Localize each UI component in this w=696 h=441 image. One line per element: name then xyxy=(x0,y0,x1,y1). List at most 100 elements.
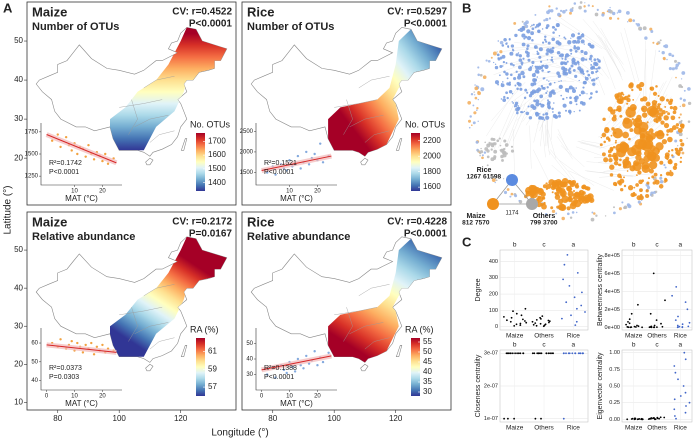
network-node xyxy=(520,70,525,76)
panel-label: B xyxy=(462,0,471,15)
network-node xyxy=(590,71,595,75)
network-node xyxy=(474,84,476,86)
network-node xyxy=(677,145,679,147)
network-node xyxy=(550,9,554,13)
cv-stat: CV: r=0.2172 xyxy=(172,217,232,228)
strip-point xyxy=(673,365,676,367)
network-node xyxy=(502,65,504,67)
inset-p: P=0.0303 xyxy=(49,374,79,381)
network-node xyxy=(604,127,610,134)
network-node xyxy=(476,109,478,111)
network-node xyxy=(559,190,567,198)
network-node xyxy=(681,103,686,108)
strip-point xyxy=(548,321,550,324)
network-node xyxy=(474,94,476,96)
inset-point xyxy=(293,370,297,373)
group-name: Maize xyxy=(466,213,485,220)
network-node xyxy=(648,128,654,134)
network-edge xyxy=(604,40,623,81)
network-node xyxy=(485,59,488,62)
network-node xyxy=(572,189,576,193)
network-node xyxy=(595,214,598,217)
y-tick-label: 4e+05 xyxy=(605,289,620,295)
y-tick-label: 1e-07 xyxy=(484,416,498,422)
network-node xyxy=(657,129,664,137)
network-node xyxy=(558,35,561,37)
strip-point xyxy=(656,326,658,328)
inset-axis xyxy=(40,123,122,186)
network-node xyxy=(542,113,545,116)
network-node xyxy=(628,137,631,141)
inset-point xyxy=(64,135,68,139)
network-node xyxy=(625,10,630,15)
inset-y-label: 50 xyxy=(31,359,38,365)
network-node xyxy=(577,32,580,35)
network-node xyxy=(668,67,672,71)
network-edge xyxy=(498,100,519,148)
inset-point xyxy=(321,360,325,364)
colorbar xyxy=(411,338,420,396)
network-node xyxy=(542,104,545,107)
network-node xyxy=(474,86,479,91)
significance-letter: b xyxy=(513,342,517,349)
y-tick-label: 400 xyxy=(489,259,498,265)
cv-stat: CV: r=0.5297 xyxy=(387,7,447,18)
network-node xyxy=(493,61,495,64)
network-edge xyxy=(647,76,673,129)
network-node xyxy=(543,38,547,41)
network-node xyxy=(515,70,518,73)
fit-line xyxy=(46,134,117,164)
inset-x-label: 20 xyxy=(314,394,321,400)
network-node xyxy=(623,184,627,188)
colorbar-label: 40 xyxy=(423,367,432,376)
strip-point xyxy=(653,324,656,327)
network-node xyxy=(539,113,541,115)
network-node xyxy=(551,182,559,190)
network-node xyxy=(502,98,507,102)
network-edge xyxy=(533,74,567,80)
network-node xyxy=(532,78,537,83)
network-node xyxy=(574,50,578,53)
network-node xyxy=(658,50,660,52)
network-node xyxy=(531,27,535,31)
network-node xyxy=(474,96,478,100)
cv-stat: CV: r=0.4228 xyxy=(387,217,447,228)
network-node xyxy=(522,75,526,79)
strip-point xyxy=(549,352,552,355)
network-node xyxy=(558,80,560,83)
inset-y-label: 1750 xyxy=(25,129,39,135)
group-edges: 61598 xyxy=(483,174,501,181)
network-node xyxy=(564,37,567,40)
network-node xyxy=(672,110,677,115)
network-node xyxy=(678,84,682,88)
network-node xyxy=(480,147,482,150)
strip-point xyxy=(675,417,677,420)
network-edge xyxy=(642,49,647,102)
network-node xyxy=(523,37,526,40)
panel-label: A xyxy=(3,0,13,15)
network-node xyxy=(567,190,574,198)
network-node xyxy=(592,78,596,82)
network-node xyxy=(663,122,670,129)
network-node xyxy=(609,173,614,177)
province-line xyxy=(149,337,175,350)
network-node xyxy=(573,46,577,50)
network-node xyxy=(595,67,598,70)
network-node xyxy=(580,39,585,44)
network-edge xyxy=(603,56,616,90)
inset-x-label: 20 xyxy=(99,394,106,400)
province-line xyxy=(334,99,378,108)
network-node xyxy=(576,60,580,64)
network-edge xyxy=(595,71,605,96)
network-edge xyxy=(508,102,526,145)
inset-r2: R²=0.1521 xyxy=(264,160,297,167)
network-node xyxy=(561,195,569,203)
network-edge xyxy=(648,49,657,107)
network-edge xyxy=(545,124,550,156)
network-node xyxy=(664,105,667,108)
network-node xyxy=(534,69,540,74)
inset-point xyxy=(327,351,330,354)
network-node xyxy=(560,61,564,65)
network-node xyxy=(557,185,560,188)
